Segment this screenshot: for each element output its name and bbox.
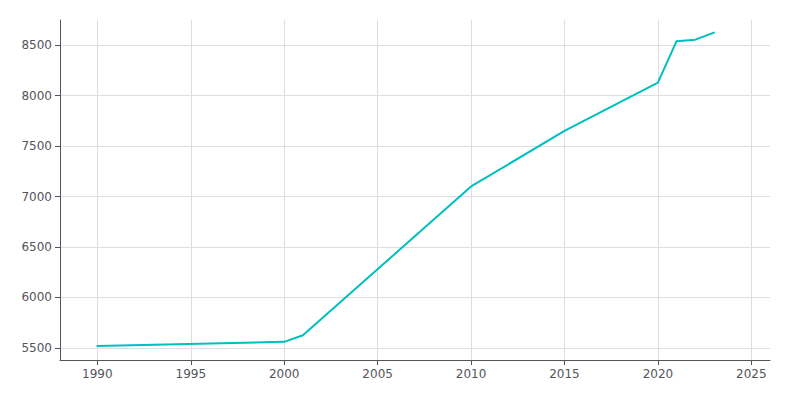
svg-text:2020: 2020 [643, 367, 674, 381]
svg-text:8500: 8500 [21, 38, 52, 52]
svg-text:1995: 1995 [176, 367, 207, 381]
svg-text:5500: 5500 [21, 341, 52, 355]
svg-text:1990: 1990 [82, 367, 113, 381]
svg-text:7500: 7500 [21, 139, 52, 153]
svg-text:8000: 8000 [21, 89, 52, 103]
svg-text:2010: 2010 [456, 367, 487, 381]
svg-text:7000: 7000 [21, 190, 52, 204]
svg-text:2025: 2025 [736, 367, 767, 381]
svg-text:2000: 2000 [269, 367, 300, 381]
svg-text:6500: 6500 [21, 240, 52, 254]
svg-text:6000: 6000 [21, 290, 52, 304]
svg-text:2015: 2015 [549, 367, 580, 381]
svg-text:2005: 2005 [362, 367, 393, 381]
